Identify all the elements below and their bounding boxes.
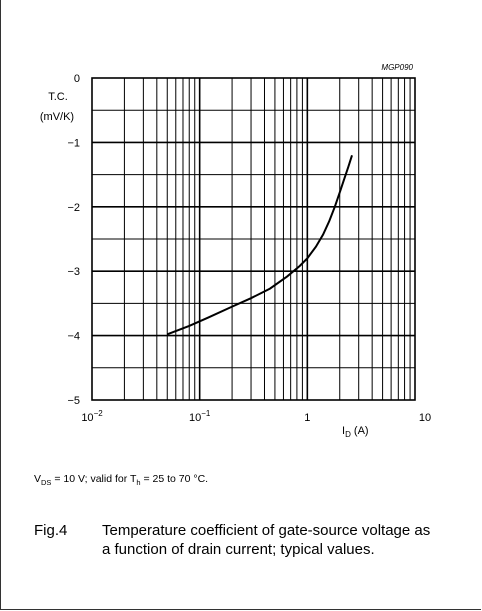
x-tick-label: 10−2 (81, 409, 103, 424)
x-axis-label-unit: (A) (351, 425, 369, 437)
x-axis-label-sub: D (345, 430, 351, 439)
x-tick-label: 1 (304, 412, 310, 424)
y-tick-label: −4 (67, 331, 80, 343)
y-tick-label: 0 (74, 73, 80, 85)
y-tick-labels: 0 −1 −2 −3 −4 −5 (67, 73, 80, 407)
cond-end: = 25 to 70 °C. (140, 473, 209, 485)
series-line (166, 154, 353, 336)
test-conditions: VDS = 10 V; valid for Th = 25 to 70 °C. (34, 473, 208, 487)
x-tick-labels: 10−2 10−1 1 10 (81, 409, 431, 424)
x-axis-label-symbol: I (342, 425, 345, 437)
x-tick-label: 10 (419, 412, 431, 424)
cond-mid: = 10 V; valid for T (51, 473, 137, 485)
chart: 0 −1 −2 −3 −4 −5 10−2 10−1 1 10 MGP090 T.C. (mV/… (40, 63, 431, 439)
chart-code-label: MGP090 (381, 63, 413, 72)
y-tick-label: −5 (67, 395, 80, 407)
cond-t-sub: h (136, 478, 141, 488)
y-axis-label-line2: (mV/K) (40, 111, 74, 123)
y-tick-label: −1 (67, 137, 80, 149)
x-axis-label: ID (A) (342, 425, 369, 439)
cond-v-sub: DS (41, 478, 52, 488)
plot-area-border (91, 77, 416, 401)
x-tick-label: 10−1 (189, 409, 211, 424)
y-tick-label: −3 (67, 266, 80, 278)
figure-caption-text: Temperature coefficient of gate-source v… (102, 522, 431, 558)
y-tick-label: −2 (67, 202, 80, 214)
grid (92, 78, 415, 400)
cond-v: V (34, 473, 42, 485)
y-axis-label-line1: T.C. (48, 91, 68, 103)
figure-number: Fig.4 (34, 522, 68, 539)
